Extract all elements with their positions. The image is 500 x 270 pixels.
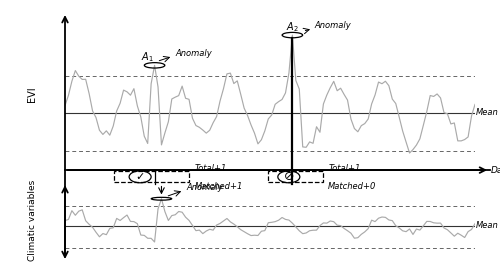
Text: Matched+0: Matched+0 xyxy=(328,182,376,191)
Text: Anomaly: Anomaly xyxy=(175,49,212,58)
Text: Climatic variables: Climatic variables xyxy=(28,180,36,261)
Text: Anomaly: Anomaly xyxy=(315,21,352,30)
Text: ✓: ✓ xyxy=(136,172,145,182)
Text: EVI: EVI xyxy=(27,87,37,102)
Text: Date: Date xyxy=(491,166,500,175)
Text: Mean: Mean xyxy=(476,108,498,117)
Text: $A_2$: $A_2$ xyxy=(286,20,299,34)
Text: Mean: Mean xyxy=(476,221,498,230)
Bar xyxy=(114,171,190,182)
Text: ⊘: ⊘ xyxy=(284,170,294,183)
Text: Matched+1: Matched+1 xyxy=(194,182,243,191)
Text: Total+1: Total+1 xyxy=(328,164,360,173)
Bar xyxy=(268,171,323,182)
Text: Anomaly: Anomaly xyxy=(186,183,223,192)
Text: Total+1: Total+1 xyxy=(194,164,227,173)
Text: $A_1$: $A_1$ xyxy=(142,50,154,64)
